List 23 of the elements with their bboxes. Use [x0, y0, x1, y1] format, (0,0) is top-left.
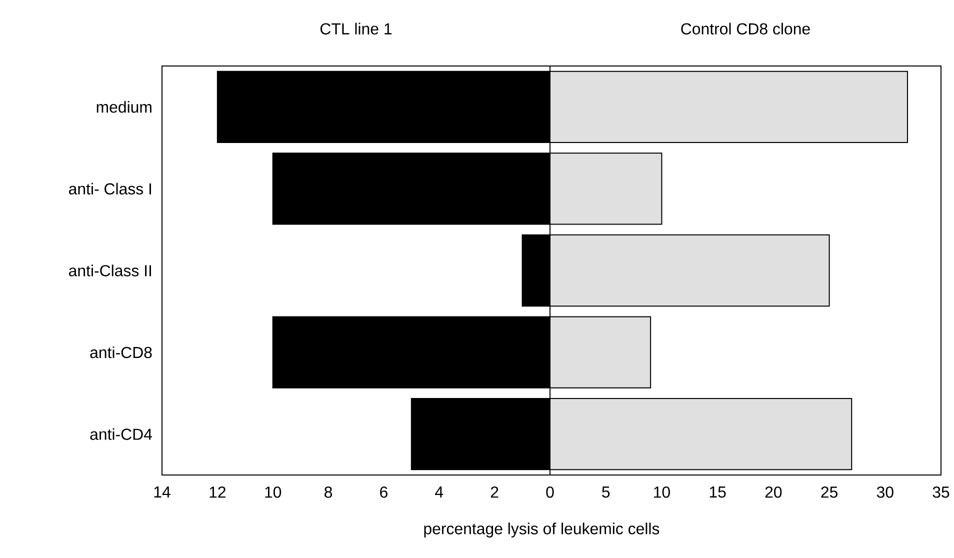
- chart-title: CTL line 1: [320, 22, 392, 35]
- y-tick-label: anti- Class I: [68, 182, 151, 195]
- x-tick-label: 5: [602, 486, 610, 498]
- x-tick-label: 12: [210, 486, 226, 498]
- x-axis-title: percentage lysis of leukemic cells: [424, 522, 660, 538]
- x-tick-label: 8: [324, 486, 332, 498]
- x-tick-label: 15: [710, 486, 726, 498]
- x-tick-label: 20: [765, 486, 782, 498]
- chart-title: Control CD8 clone: [681, 22, 810, 35]
- y-tick-label: medium: [96, 101, 152, 113]
- y-tick-label: anti-CD8: [90, 346, 152, 358]
- x-tick-label: 4: [435, 486, 444, 498]
- x-tick-label: 10: [654, 486, 670, 498]
- x-tick-label: 2: [490, 486, 498, 498]
- x-tick-label: 25: [821, 486, 838, 498]
- x-tick-label: 10: [265, 486, 282, 498]
- x-tick-label: 30: [876, 486, 894, 498]
- x-tick-label: 6: [380, 486, 388, 498]
- x-tick-label: 0: [546, 486, 554, 498]
- x-tick-label: 35: [932, 486, 950, 498]
- x-tick-label: 14: [154, 486, 170, 498]
- y-tick-label: anti-Class II: [68, 264, 151, 276]
- y-tick-label: anti-CD4: [90, 428, 152, 440]
